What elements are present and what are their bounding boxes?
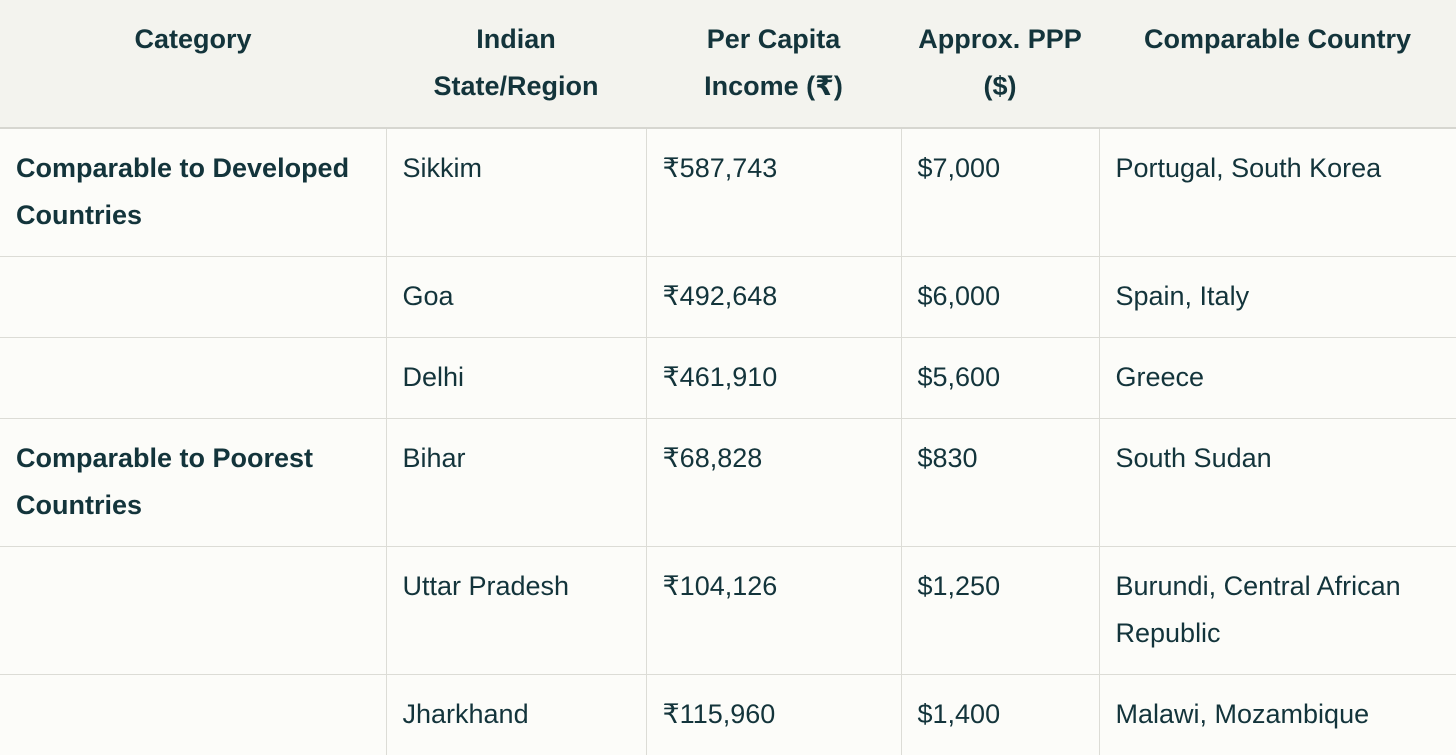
ppp-cell: $830	[900, 417, 1099, 547]
header-comparable-country: Comparable Country	[1099, 0, 1456, 129]
country-cell: South Sudan	[1098, 417, 1456, 547]
category-cell: Comparable to Developed Countries	[0, 127, 386, 257]
country-cell: Spain, Italy	[1098, 255, 1456, 338]
header-per-capita-income: Per Capita Income (₹)	[646, 0, 901, 129]
income-cell: ₹492,648	[645, 255, 901, 338]
category-cell: Comparable to Poorest Countries	[0, 417, 386, 547]
table-header: Category Indian State/Region Per Capita …	[0, 0, 1456, 129]
category-cell	[0, 255, 386, 338]
state-cell: Jharkhand	[385, 673, 646, 755]
category-cell	[0, 673, 386, 755]
income-cell: ₹68,828	[645, 417, 901, 547]
header-state-region: Indian State/Region	[386, 0, 646, 129]
income-cell: ₹115,960	[645, 673, 901, 755]
table-row: Comparable to Poorest Countries Bihar ₹6…	[0, 417, 1456, 547]
ppp-cell: $1,250	[900, 545, 1099, 675]
ppp-cell: $7,000	[900, 127, 1099, 257]
country-cell: Portugal, South Korea	[1098, 127, 1456, 257]
table-row: Jharkhand ₹115,960 $1,400 Malawi, Mozamb…	[0, 673, 1456, 755]
state-cell: Delhi	[385, 336, 646, 419]
table-row: Delhi ₹461,910 $5,600 Greece	[0, 336, 1456, 419]
category-cell	[0, 545, 386, 675]
table-row: Comparable to Developed Countries Sikkim…	[0, 127, 1456, 257]
income-cell: ₹104,126	[645, 545, 901, 675]
income-cell: ₹461,910	[645, 336, 901, 419]
income-cell: ₹587,743	[645, 127, 901, 257]
table-row: Uttar Pradesh ₹104,126 $1,250 Burundi, C…	[0, 545, 1456, 675]
state-cell: Uttar Pradesh	[385, 545, 646, 675]
table-row: Goa ₹492,648 $6,000 Spain, Italy	[0, 255, 1456, 338]
state-cell: Sikkim	[385, 127, 646, 257]
ppp-cell: $1,400	[900, 673, 1099, 755]
table-body: Comparable to Developed Countries Sikkim…	[0, 127, 1456, 755]
ppp-cell: $6,000	[900, 255, 1099, 338]
header-approx-ppp: Approx. PPP ($)	[901, 0, 1099, 129]
country-cell: Greece	[1098, 336, 1456, 419]
state-cell: Bihar	[385, 417, 646, 547]
ppp-cell: $5,600	[900, 336, 1099, 419]
category-cell	[0, 336, 386, 419]
country-cell: Malawi, Mozambique	[1098, 673, 1456, 755]
header-category: Category	[0, 0, 386, 129]
country-cell: Burundi, Central African Republic	[1098, 545, 1456, 675]
state-cell: Goa	[385, 255, 646, 338]
header-row: Category Indian State/Region Per Capita …	[0, 0, 1456, 129]
